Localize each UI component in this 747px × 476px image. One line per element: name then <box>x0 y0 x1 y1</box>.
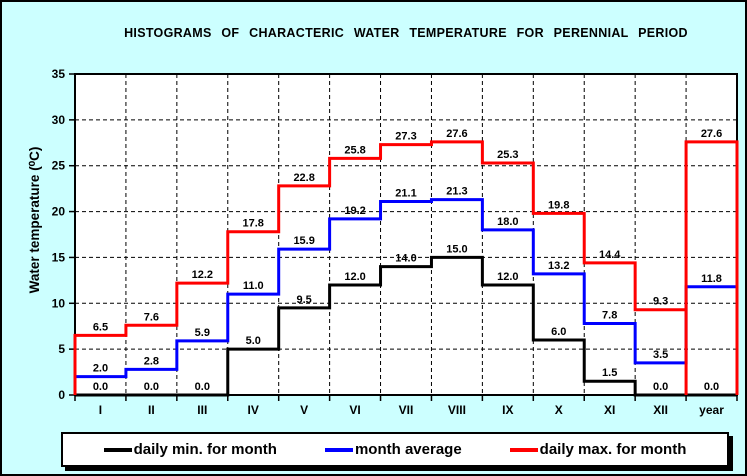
data-label: 0.0 <box>144 381 159 393</box>
data-label: 0.0 <box>93 381 108 393</box>
x-category-label: IV <box>248 403 259 417</box>
legend-line-daily-max-icon <box>509 447 538 452</box>
series-line-0 <box>75 255 737 397</box>
legend-line-month-average-icon <box>324 447 353 452</box>
x-category-label: VII <box>399 403 414 417</box>
y-tick-label: 25 <box>52 159 66 173</box>
data-label: 13.2 <box>548 260 569 272</box>
legend-box: daily min. for month month average daily… <box>61 432 729 467</box>
data-label: 2.0 <box>93 363 108 375</box>
x-category-label: V <box>300 403 308 417</box>
data-label: 6.5 <box>93 321 108 333</box>
data-label: 19.2 <box>344 205 365 217</box>
data-label: 9.3 <box>653 296 668 308</box>
y-tick-label: 0 <box>58 388 65 402</box>
y-tick-label: 15 <box>52 250 66 264</box>
data-label: 2.8 <box>144 355 159 367</box>
data-label: 18.0 <box>497 216 518 228</box>
data-label: 1.5 <box>602 367 617 379</box>
data-label: 0.0 <box>653 381 668 393</box>
y-tick-label: 20 <box>52 205 66 219</box>
y-tick-label: 10 <box>52 296 66 310</box>
series-line-1 <box>73 198 739 395</box>
legend-item-month-average: month average <box>324 441 462 458</box>
data-label: 9.5 <box>297 294 312 306</box>
data-label: 6.0 <box>551 326 566 338</box>
data-label: 7.6 <box>144 311 159 323</box>
x-category-label: VI <box>349 403 360 417</box>
data-label: 21.1 <box>395 187 416 199</box>
data-label: 11.0 <box>243 280 264 292</box>
legend-item-daily-min: daily min. for month <box>103 441 277 458</box>
data-label: 14.0 <box>395 253 416 265</box>
data-label: 11.8 <box>701 273 722 285</box>
data-label: 12.0 <box>497 271 518 283</box>
legend-item-daily-max: daily max. for month <box>509 441 687 458</box>
data-label: 0.0 <box>195 381 210 393</box>
x-category-label: III <box>197 403 207 417</box>
y-tick-label: 5 <box>58 342 65 356</box>
data-label: 27.3 <box>395 131 416 143</box>
series-line-2 <box>73 140 739 395</box>
data-label: 27.6 <box>701 128 722 140</box>
legend-label-daily-min: daily min. for month <box>133 441 277 458</box>
data-label: 25.8 <box>344 144 365 156</box>
x-category-label: II <box>148 403 155 417</box>
x-category-label: X <box>555 403 563 417</box>
legend-line-daily-min-icon <box>103 447 132 452</box>
data-label: 7.8 <box>602 309 617 321</box>
x-category-label: year <box>699 403 724 417</box>
data-label: 21.3 <box>446 186 467 198</box>
x-category-label: VIII <box>448 403 466 417</box>
data-label: 27.6 <box>446 128 467 140</box>
y-tick-label: 35 <box>52 67 66 81</box>
chart-title: HISTOGRAMS OF CHARACTERIC WATER TEMPERAT… <box>124 26 688 40</box>
data-label: 14.4 <box>599 249 621 261</box>
data-label: 0.0 <box>704 381 719 393</box>
x-category-label: I <box>99 403 102 417</box>
data-label: 5.9 <box>195 327 210 339</box>
data-label: 25.3 <box>497 149 518 161</box>
data-label: 12.0 <box>344 271 365 283</box>
legend-label-month-average: month average <box>354 441 462 458</box>
data-label: 22.8 <box>293 172 314 184</box>
x-category-label: IX <box>502 403 513 417</box>
data-label: 15.9 <box>293 235 314 247</box>
data-label: 19.8 <box>548 199 569 211</box>
data-label: 5.0 <box>246 335 261 347</box>
data-label: 15.0 <box>446 243 467 255</box>
legend-label-daily-max: daily max. for month <box>539 441 687 458</box>
data-label: 17.8 <box>243 218 264 230</box>
data-label: 3.5 <box>653 349 668 361</box>
y-tick-label: 30 <box>52 113 66 127</box>
data-label: 12.2 <box>192 269 213 281</box>
plot-background <box>75 74 737 395</box>
x-category-label: XII <box>653 403 668 417</box>
x-category-label: XI <box>604 403 615 417</box>
